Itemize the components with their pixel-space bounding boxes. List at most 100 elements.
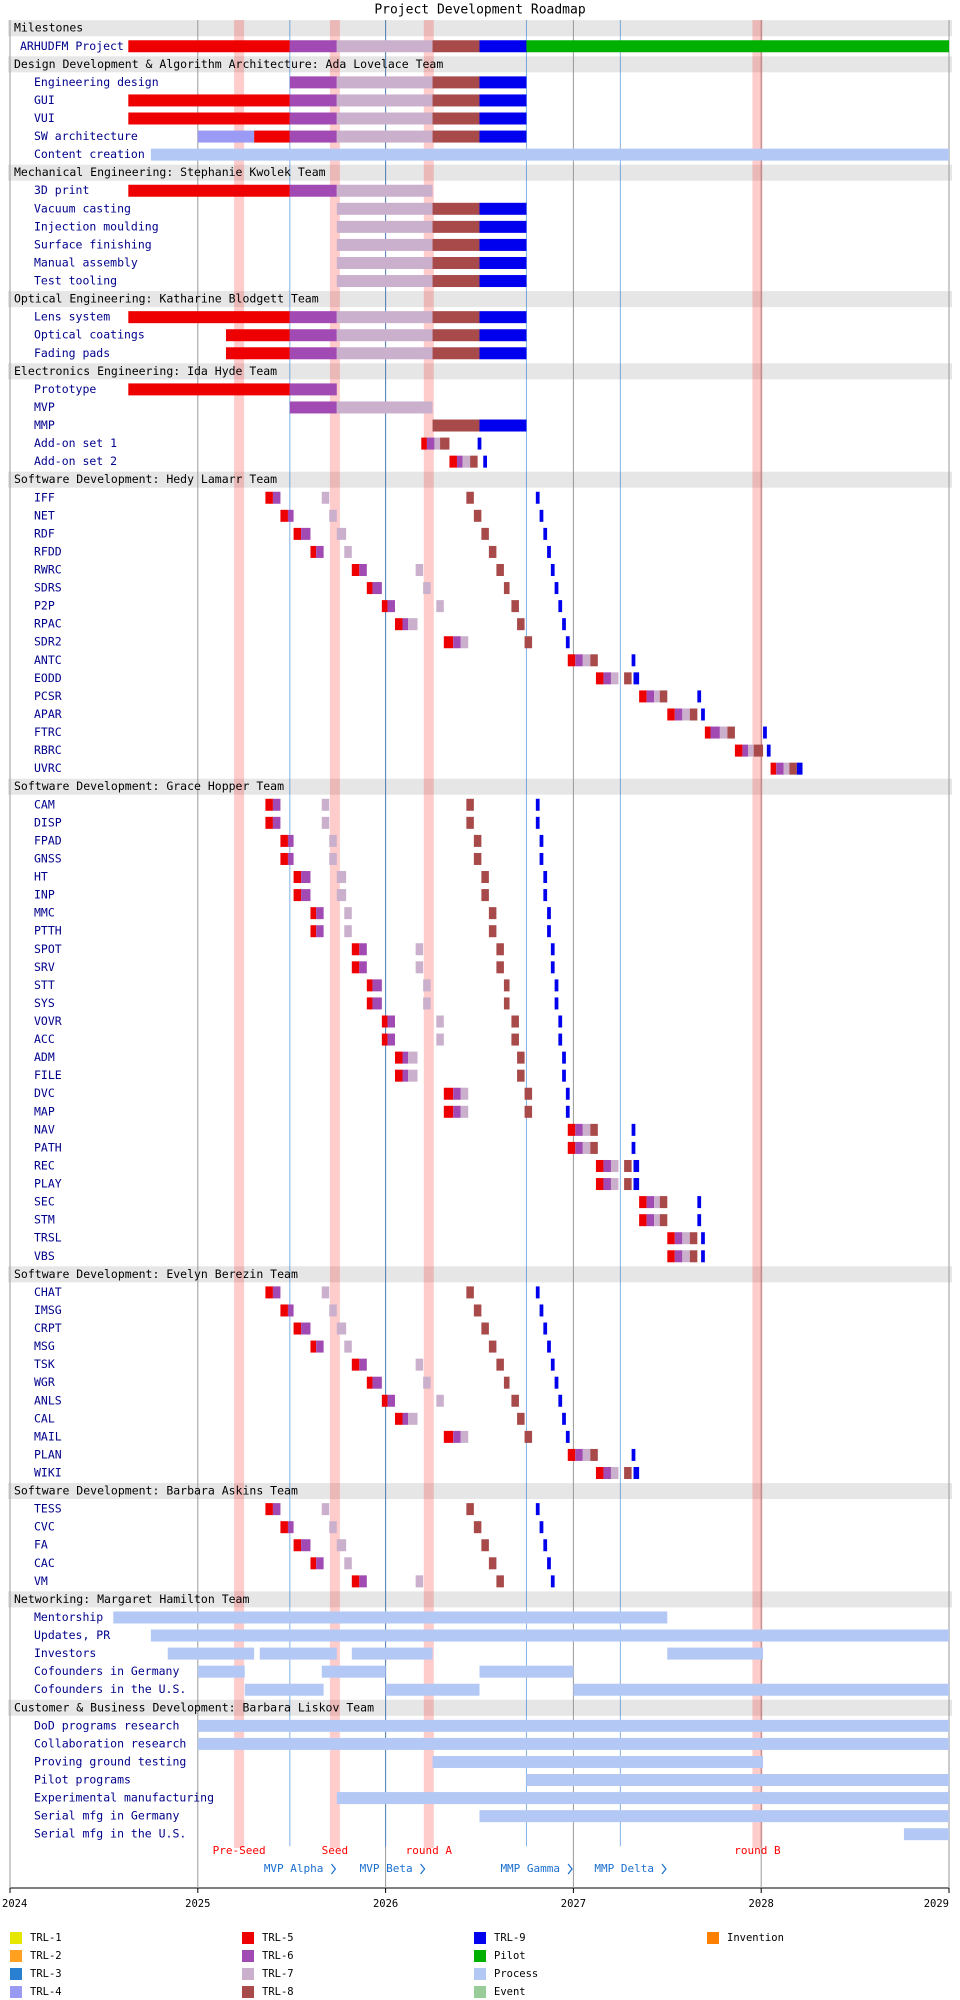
x-tick-label: 2024 — [2, 1898, 27, 1910]
stage-bar — [436, 1394, 444, 1407]
stage-bar — [381, 1033, 388, 1046]
stage-bar — [336, 347, 433, 360]
legend-label: Pilot — [494, 1950, 526, 1962]
stage-bar — [265, 1503, 273, 1516]
event-band — [234, 20, 245, 1848]
row-label: Collaboration research — [34, 1736, 186, 1750]
stage-bar — [547, 907, 551, 920]
stage-bar — [359, 1575, 367, 1588]
row-label: GNSS — [34, 851, 62, 865]
stage-bar — [432, 419, 480, 432]
stage-bar — [547, 545, 551, 558]
row-label: Add-on set 1 — [34, 436, 117, 450]
stage-bar — [128, 383, 290, 396]
stage-bar — [321, 1286, 330, 1299]
row-label: Investors — [34, 1646, 96, 1660]
stage-bar — [336, 311, 433, 324]
stage-bar — [624, 672, 632, 685]
stage-bar — [293, 889, 302, 902]
stage-bar — [321, 1665, 386, 1678]
stage-bar — [432, 1755, 764, 1768]
stage-bar — [280, 1304, 288, 1317]
stage-bar — [460, 1105, 469, 1118]
stage-bar — [496, 1575, 504, 1588]
stage-bar — [543, 871, 548, 884]
section-header: Software Development: Grace Hopper Team — [14, 779, 284, 793]
stage-bar — [575, 1141, 583, 1154]
row-label: CVC — [34, 1520, 55, 1534]
stage-bar — [543, 889, 548, 902]
stage-bar — [289, 184, 337, 197]
stage-bar — [408, 618, 418, 631]
row-label: 3D print — [34, 183, 89, 197]
stage-bar — [477, 437, 482, 450]
stage-bar — [624, 1178, 632, 1191]
stage-bar — [272, 491, 281, 504]
events — [234, 20, 763, 1848]
row-label: CRPT — [34, 1321, 62, 1335]
stage-bar — [167, 1647, 255, 1660]
stage-bar — [259, 1647, 337, 1660]
stage-bar — [244, 1683, 324, 1696]
row-label: ANLS — [34, 1393, 62, 1407]
stage-bar — [466, 1503, 474, 1516]
stage-bar — [479, 40, 527, 53]
row-label: Test tooling — [34, 274, 117, 288]
stage-bar — [372, 979, 382, 992]
legend-swatch — [707, 1932, 719, 1944]
stage-bar — [701, 1232, 705, 1245]
stage-bar — [310, 1340, 317, 1353]
row-label: IMSG — [34, 1303, 62, 1317]
stage-bar — [289, 94, 337, 107]
section-header-bg — [8, 1266, 952, 1283]
stage-bar — [329, 852, 337, 865]
stage-bar — [697, 1196, 702, 1209]
stage-bar — [432, 256, 480, 269]
row-label: FA — [34, 1538, 48, 1552]
stage-bar — [128, 94, 290, 107]
row-label: Optical coatings — [34, 328, 145, 342]
stage-bar — [321, 491, 330, 504]
row-label: Pilot programs — [34, 1773, 131, 1787]
stage-bar — [432, 40, 480, 53]
stage-bar — [479, 1810, 949, 1823]
row-label: MMP — [34, 418, 55, 432]
row-label: CAC — [34, 1556, 55, 1570]
stage-bar — [301, 871, 311, 884]
stage-bar — [336, 1322, 347, 1335]
stage-bar — [289, 112, 337, 125]
stage-bar — [280, 1521, 288, 1534]
stage-bar — [496, 943, 504, 956]
row-label: RBRC — [34, 743, 62, 757]
stage-bar — [453, 636, 461, 649]
row-label: EODD — [34, 671, 62, 685]
stage-bar — [421, 437, 427, 450]
stage-bar — [432, 202, 480, 215]
section-header-bg — [8, 164, 952, 181]
stage-bar — [503, 1376, 510, 1389]
stage-bar — [432, 311, 480, 324]
event-label: Pre-Seed — [213, 1844, 266, 1857]
stage-bar — [646, 1196, 655, 1209]
stage-bar — [689, 708, 698, 721]
stage-bar — [479, 1665, 574, 1678]
stage-bar — [415, 961, 424, 974]
stage-bar — [265, 798, 273, 811]
stage-bar — [610, 1467, 619, 1479]
stage-bar — [479, 94, 527, 107]
stage-bar — [265, 816, 273, 829]
row-label: Experimental manufacturing — [34, 1791, 214, 1805]
legend-swatch — [242, 1986, 254, 1998]
row-label: TRSL — [34, 1231, 62, 1245]
row-label: WGR — [34, 1375, 55, 1389]
stage-bar — [329, 834, 337, 847]
row-label: APAR — [34, 707, 62, 721]
event-label: round B — [734, 1844, 781, 1857]
stage-bar — [289, 383, 337, 396]
stage-bar — [646, 690, 655, 703]
stage-bar — [293, 1539, 302, 1552]
labels: Milestones ARHUDFM Project Design Developm… — [2, 21, 949, 1998]
event-chevron — [330, 1863, 337, 1875]
event-band — [329, 20, 340, 1848]
stage-bar — [796, 762, 803, 775]
